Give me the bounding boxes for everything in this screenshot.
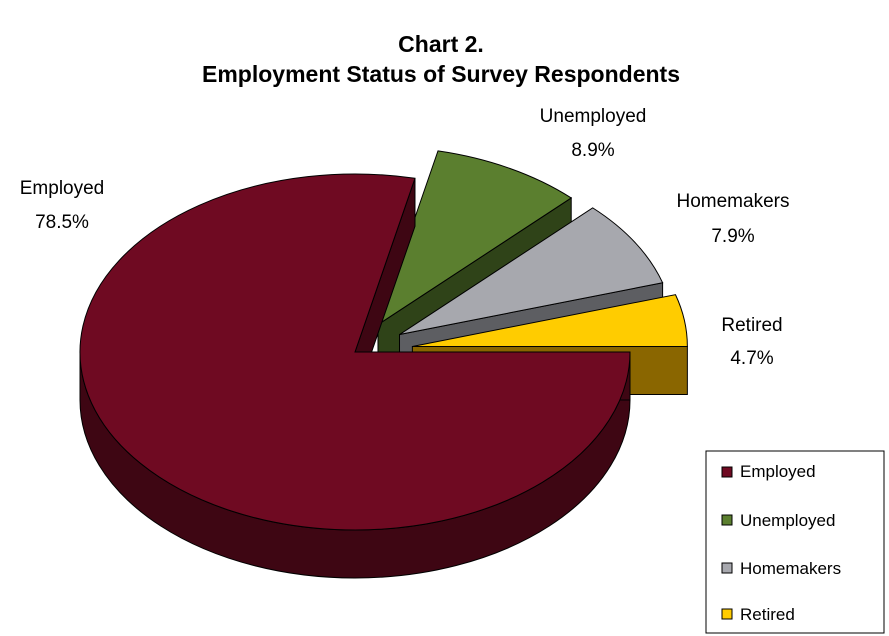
legend-swatch-homemakers bbox=[721, 562, 733, 574]
pie-top-unemployed bbox=[377, 150, 573, 326]
pie-top-homemakers bbox=[399, 207, 664, 336]
slice-label-employed-value: 78.5% bbox=[35, 212, 89, 233]
chart-title: Chart 2. bbox=[398, 31, 484, 57]
legend-swatch-retired bbox=[721, 608, 733, 620]
chart-subtitle: Employment Status of Survey Respondents bbox=[202, 61, 680, 87]
pie-slices bbox=[79, 150, 688, 579]
slice-label-retired-value: 4.7% bbox=[730, 348, 773, 369]
legend-swatch-employed bbox=[721, 466, 733, 478]
slice-label-retired-name: Retired bbox=[721, 315, 782, 336]
pie-slice-employed bbox=[79, 173, 631, 579]
slice-label-homemakers-value: 7.9% bbox=[711, 226, 754, 247]
legend-label-homemakers: Homemakers bbox=[740, 559, 841, 578]
pie-top-employed bbox=[79, 173, 631, 531]
slice-label-unemployed-name: Unemployed bbox=[540, 106, 647, 127]
legend: Employed Unemployed Homemakers Retired bbox=[705, 450, 885, 634]
legend-label-retired: Retired bbox=[740, 605, 795, 624]
legend-label-unemployed: Unemployed bbox=[740, 511, 835, 530]
slice-label-employed-name: Employed bbox=[20, 178, 105, 199]
legend-swatch-unemployed bbox=[721, 514, 733, 526]
pie-top-retired bbox=[412, 294, 688, 347]
legend-label-employed: Employed bbox=[740, 462, 816, 481]
slice-label-unemployed-value: 8.9% bbox=[571, 140, 614, 161]
slice-label-homemakers-name: Homemakers bbox=[677, 191, 790, 212]
legend-box bbox=[705, 450, 885, 634]
